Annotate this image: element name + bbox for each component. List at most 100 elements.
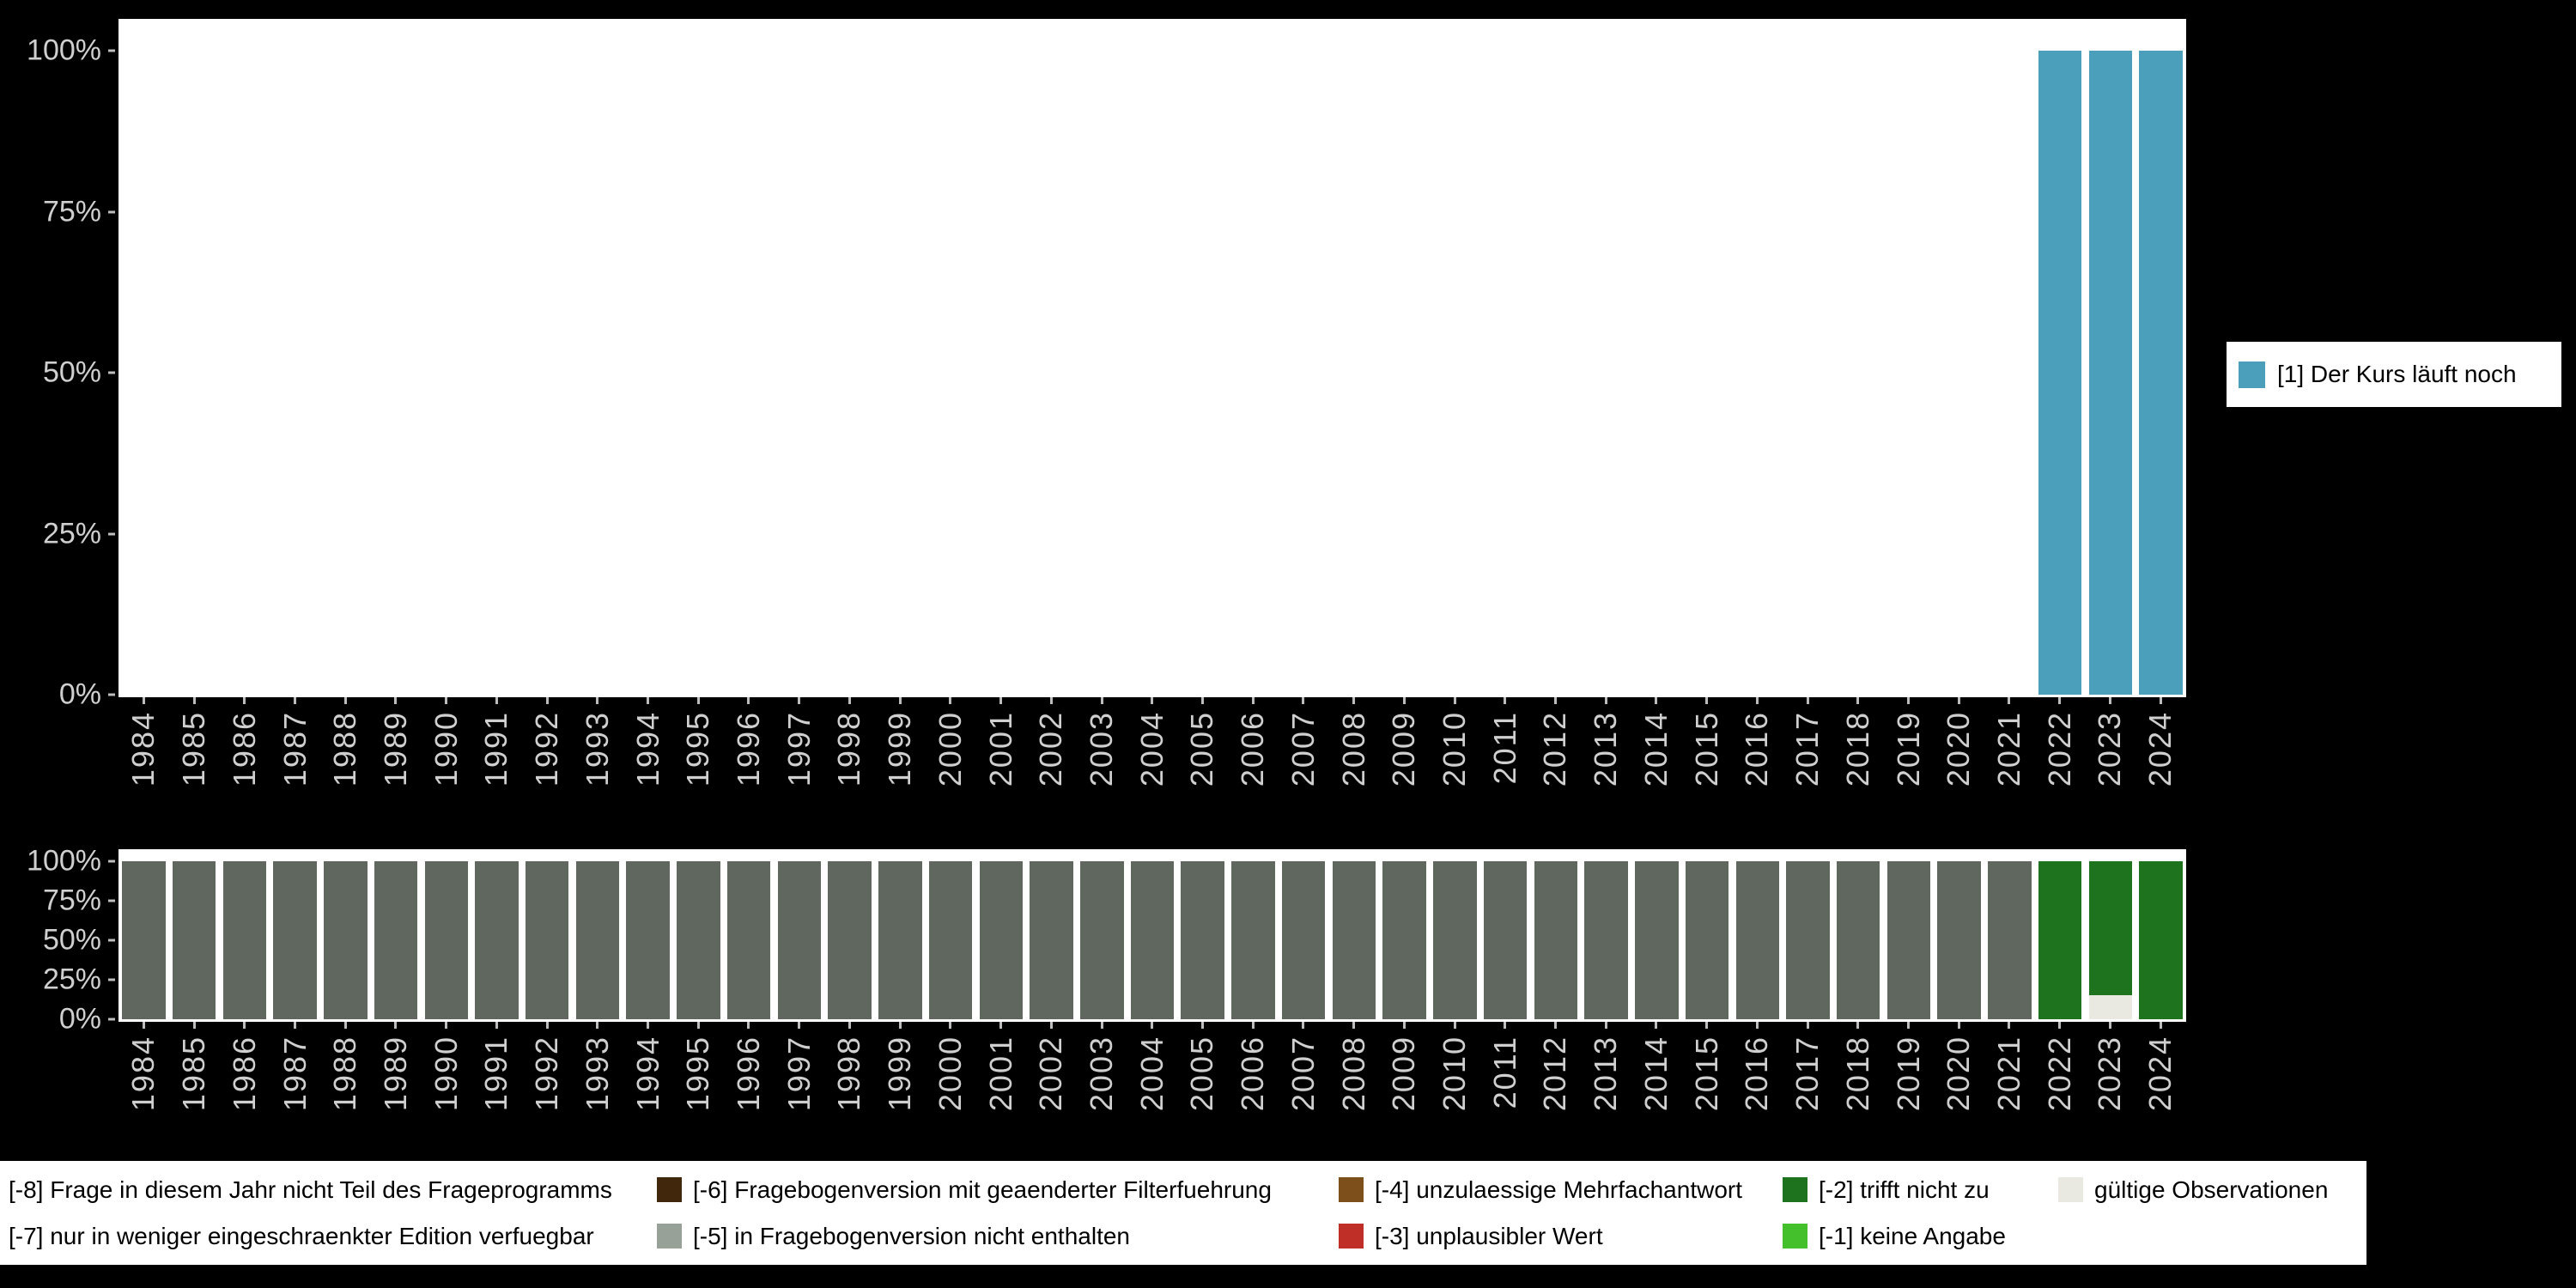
bar-segment <box>677 861 720 1019</box>
x-tick-label: 2000 <box>932 711 968 787</box>
bar-segment <box>1685 861 1729 1019</box>
bar-segment <box>1130 861 1175 1019</box>
bar-segment <box>1735 861 1780 1019</box>
bar-segment <box>1382 861 1426 1019</box>
x-axis-top: 1984 1985 1986 1987 1988 1989 1990 1991 1992 1993… <box>118 697 2186 835</box>
x-tick-label: 2006 <box>1235 711 1271 787</box>
x-tick-mark <box>1453 1022 1456 1029</box>
x-tick-slot: 2014 <box>1631 1022 1682 1159</box>
x-tick-mark <box>1655 1022 1658 1029</box>
x-tick-slot: 2013 <box>1581 1022 1631 1159</box>
bar-segment <box>928 861 973 1019</box>
x-tick-slot: 2021 <box>1984 697 2035 835</box>
y-tick-label: 75% <box>42 884 101 917</box>
x-tick-slot: 2017 <box>1783 1022 1833 1159</box>
legend-swatch-icon <box>1783 1177 1807 1202</box>
x-tick-label: 1994 <box>629 1036 665 1112</box>
x-tick-label: 1988 <box>327 711 363 787</box>
x-tick-slot: 1987 <box>270 697 320 835</box>
x-tick-label: 2009 <box>1386 1036 1422 1112</box>
legend-item: [-7] nur in weniger eingeschraenkter Edi… <box>9 1223 657 1250</box>
x-tick-label: 2022 <box>2041 1036 2077 1112</box>
x-tick-slot: 1998 <box>824 1022 875 1159</box>
x-tick-slot: 2002 <box>1026 697 1077 835</box>
x-tick-mark <box>294 1022 297 1029</box>
x-tick-slot: 2005 <box>1177 697 1228 835</box>
x-tick-mark <box>343 1022 347 1029</box>
legend-swatch-icon <box>657 1224 682 1249</box>
legend-item: [-2] trifft nicht zu <box>1783 1176 2058 1204</box>
x-tick-slot: 2010 <box>1430 1022 1480 1159</box>
legend-right: [1] Der Kurs läuft noch <box>2227 342 2561 407</box>
category-swatch-icon <box>2239 361 2265 388</box>
x-tick-label: 2002 <box>1033 711 1069 787</box>
x-tick-label: 1985 <box>176 711 212 787</box>
x-tick-label: 2006 <box>1235 1036 1271 1112</box>
bar-segment <box>1786 861 1830 1019</box>
x-tick-mark <box>1302 1022 1305 1029</box>
legend-item-label: [-3] unplausibler Wert <box>1375 1222 1603 1249</box>
x-tick-label: 2001 <box>982 711 1018 787</box>
legend-item: [-3] unplausibler Wert <box>1339 1223 1783 1250</box>
x-tick-slot: 1999 <box>875 697 926 835</box>
x-tick-mark <box>1604 1022 1607 1029</box>
bar-segment <box>2088 51 2133 695</box>
legend-item-label: gültige Observationen <box>2094 1176 2329 1203</box>
x-tick-slot: 1996 <box>724 1022 775 1159</box>
bar-segment <box>2038 51 2082 695</box>
x-tick-label: 2016 <box>1739 1036 1775 1112</box>
bar-segment <box>828 861 872 1019</box>
x-tick-mark <box>545 697 549 704</box>
x-tick-slot: 2001 <box>975 1022 1026 1159</box>
x-tick-slot: 1993 <box>572 1022 623 1159</box>
bar-segment <box>1988 861 2032 1019</box>
x-tick-slot: 1997 <box>774 697 824 835</box>
x-tick-slot: 1986 <box>219 697 270 835</box>
x-tick-slot: 2022 <box>2034 1022 2085 1159</box>
x-tick-label: 2004 <box>1133 1036 1170 1112</box>
x-tick-label: 2012 <box>1537 1036 1573 1112</box>
y-tick-label: 0% <box>58 1002 101 1036</box>
bar-segment <box>2088 861 2133 996</box>
bar-segment <box>1635 861 1679 1019</box>
y-tick-mark <box>108 49 115 52</box>
legend-swatch-icon <box>2058 1177 2083 1202</box>
y-tick-mark <box>108 978 115 981</box>
x-tick-label: 1984 <box>125 711 161 787</box>
x-tick-mark <box>747 697 750 704</box>
x-tick-mark <box>445 1022 448 1029</box>
x-tick-mark <box>2058 697 2062 704</box>
x-tick-slot: 1988 <box>320 1022 371 1159</box>
x-tick-mark <box>1705 697 1709 704</box>
x-tick-slot: 2001 <box>975 697 1026 835</box>
x-tick-slot: 2003 <box>1077 697 1127 835</box>
x-tick-mark <box>1755 697 1759 704</box>
x-tick-slot: 2024 <box>2136 1022 2186 1159</box>
x-tick-mark <box>848 1022 851 1029</box>
bar-segment <box>1281 861 1326 1019</box>
x-tick-mark <box>949 1022 952 1029</box>
x-tick-label: 2018 <box>1839 711 1875 787</box>
y-tick-mark <box>108 693 115 696</box>
x-tick-slot: 2012 <box>1530 697 1581 835</box>
x-tick-label: 1994 <box>629 711 665 787</box>
x-tick-mark <box>798 697 801 704</box>
x-tick-label: 1997 <box>781 1036 817 1112</box>
x-tick-slot: 2006 <box>1228 697 1279 835</box>
y-tick-label: 25% <box>42 517 101 550</box>
x-tick-mark <box>1151 697 1154 704</box>
x-tick-slot: 2011 <box>1479 1022 1530 1159</box>
x-tick-mark <box>1856 1022 1860 1029</box>
legend-right-label: [1] Der Kurs läuft noch <box>2277 361 2517 387</box>
bar-segment <box>1584 861 1628 1019</box>
bar-segment <box>1886 861 1931 1019</box>
y-tick-label: 75% <box>42 195 101 228</box>
legend-item-label: [-5] in Fragebogenversion nicht enthalte… <box>693 1222 1130 1249</box>
x-tick-label: 1987 <box>276 711 313 787</box>
y-tick-label: 100% <box>27 844 101 878</box>
x-tick-slot: 1988 <box>320 697 371 835</box>
x-tick-mark <box>898 1022 902 1029</box>
bar-segment <box>1534 861 1578 1019</box>
x-tick-mark <box>898 697 902 704</box>
